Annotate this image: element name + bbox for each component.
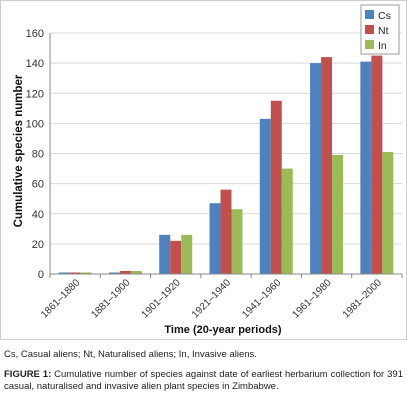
y-tick-label: 60: [32, 179, 44, 191]
bars: [58, 55, 394, 275]
y-tick-label: 160: [26, 28, 44, 40]
y-tick-label: 100: [26, 118, 44, 130]
x-tick-label: 1941–1960: [240, 277, 283, 320]
legend-note: Cs, Casual aliens; Nt, Naturalised alien…: [4, 349, 257, 360]
y-tick-label: 120: [26, 88, 44, 100]
bar-cs-0: [58, 272, 70, 274]
bar-in-0: [80, 272, 92, 274]
bar-cs-2: [159, 234, 171, 274]
x-axis-label: Time (20-year periods): [164, 324, 282, 336]
y-tick-label: 20: [32, 239, 44, 251]
bar-cs-5: [310, 63, 322, 274]
bar-nt-3: [220, 189, 232, 274]
x-tick-label: 1961–1980: [291, 277, 334, 320]
bar-nt-6: [371, 55, 383, 274]
figure-label: FIGURE 1:: [4, 369, 52, 380]
x-tick-label: 1881–1900: [89, 277, 132, 320]
legend-label-in: In: [378, 40, 387, 52]
bar-cs-3: [209, 203, 221, 274]
x-tick-label: 1901–1920: [140, 277, 183, 320]
legend-swatch-nt: [365, 25, 374, 34]
y-tick-label: 0: [38, 269, 44, 281]
y-tick-label: 40: [32, 209, 44, 221]
bar-cs-1: [108, 272, 120, 274]
x-tick-labels: 1861–1880 1881–1900 1901–1920 1921–1940 1941…: [39, 277, 384, 320]
legend: Cs Nt In: [360, 4, 400, 55]
bar-in-5: [332, 155, 344, 274]
bar-in-6: [382, 151, 394, 274]
axes: [49, 33, 403, 278]
y-axis-label: Cumulative species number: [13, 74, 25, 227]
legend-label-cs: Cs: [378, 10, 391, 22]
bar-nt-2: [170, 240, 182, 274]
y-tick-label: 140: [26, 58, 44, 70]
figure-caption: FIGURE 1: Cumulative number of species a…: [4, 369, 403, 392]
y-tick-label: 80: [32, 149, 44, 161]
legend-label-nt: Nt: [378, 25, 389, 37]
gridlines: [50, 32, 402, 245]
legend-swatch-cs: [365, 10, 374, 19]
figure-caption-text: Cumulative number of species against dat…: [4, 369, 403, 392]
bar-in-4: [281, 168, 293, 274]
y-tick-labels: 0 20 40 60 80 100 120 140 160: [26, 28, 44, 281]
bar-in-3: [231, 209, 243, 274]
bar-nt-1: [119, 270, 131, 274]
bar-chart: 0 20 40 60 80 100 120 140 160 1861–1880 1881–1900…: [13, 4, 403, 336]
bar-in-1: [130, 270, 142, 274]
bar-nt-0: [69, 272, 81, 274]
bar-cs-6: [360, 61, 372, 275]
x-tick-label: 1861–1880: [39, 277, 82, 320]
bar-in-2: [181, 234, 193, 274]
x-tick-label: 1921–1940: [190, 277, 233, 320]
bar-cs-4: [259, 118, 271, 274]
bar-nt-4: [270, 100, 282, 274]
bar-nt-5: [321, 57, 333, 274]
chart-container: 0 20 40 60 80 100 120 140 160 1861–1880 1881–1900…: [0, 0, 407, 340]
x-tick-label: 1981–2000: [341, 277, 384, 320]
legend-swatch-in: [365, 40, 374, 49]
